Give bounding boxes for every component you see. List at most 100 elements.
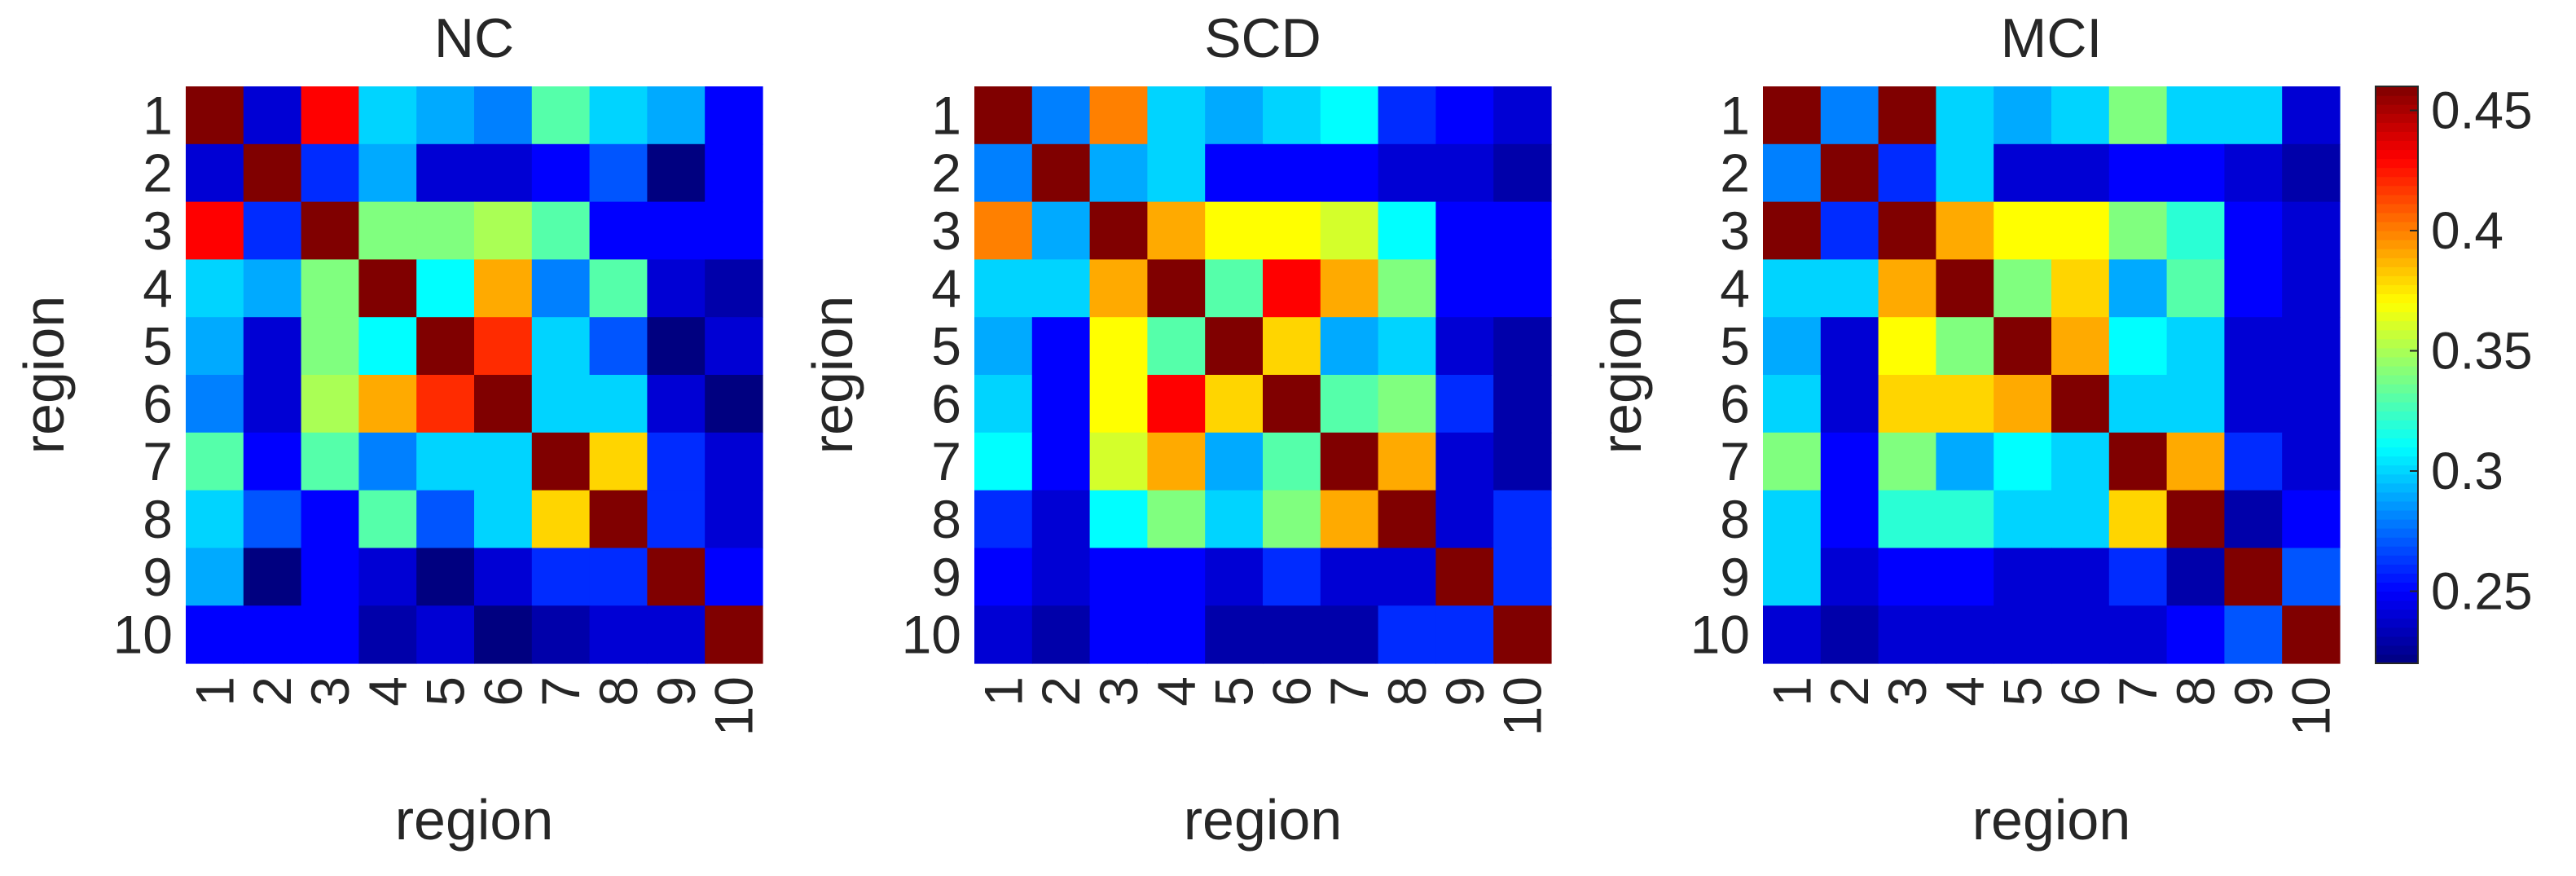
colorbar-segment: [2376, 500, 2418, 511]
colorbar-tick-label: 0.4: [2431, 201, 2503, 260]
x-tick-label: 5: [415, 676, 476, 707]
heatmap-cell: [2108, 490, 2168, 548]
heatmap-cell: [358, 490, 417, 548]
colorbar-segment: [2376, 158, 2418, 169]
heatmap-cell: [705, 432, 763, 491]
heatmap-cell: [474, 432, 533, 491]
colorbar-segment: [2376, 573, 2418, 583]
heatmap-cell: [1994, 201, 2052, 260]
heatmap-cell: [2108, 605, 2168, 664]
heatmap-cell: [589, 605, 648, 664]
colorbar-segment: [2376, 131, 2418, 141]
y-tick-label: 7: [1720, 431, 1750, 491]
heatmap-cell: [2166, 86, 2225, 145]
colorbar-segment: [2376, 275, 2418, 285]
heatmap-cell: [1763, 86, 1822, 145]
colorbar-segment: [2376, 375, 2418, 385]
x-tick-label: 3: [1088, 676, 1149, 707]
y-tick-label: 1: [143, 85, 173, 145]
heatmap-cell: [1205, 490, 1264, 548]
panel-title: SCD: [1204, 7, 1321, 69]
heatmap-cell: [243, 490, 302, 548]
x-axis-label: region: [1184, 788, 1343, 852]
colorbar-segment: [2376, 491, 2418, 502]
heatmap-cell: [1205, 259, 1264, 318]
heatmap-cell: [647, 605, 706, 664]
colorbar-segment: [2376, 86, 2418, 96]
heatmap-cell: [474, 548, 533, 606]
heatmap-cell: [243, 201, 302, 260]
heatmap-cell: [2166, 490, 2225, 548]
heatmap-cell: [647, 143, 706, 203]
y-tick-label: 4: [931, 258, 961, 319]
heatmap-cell: [2282, 432, 2341, 491]
y-tick-label: 5: [143, 316, 173, 376]
heatmap-cell: [1936, 201, 1994, 260]
heatmap-cell: [1493, 432, 1552, 491]
heatmap-cell: [358, 375, 417, 434]
heatmap-cell: [243, 375, 302, 434]
heatmap-cell: [416, 375, 475, 434]
heatmap-cell: [1378, 432, 1436, 491]
heatmap-cell: [647, 259, 706, 318]
x-axis-label: region: [1972, 788, 2131, 852]
heatmap-cell: [1320, 86, 1379, 145]
heatmap-cell: [2051, 201, 2110, 260]
colorbar-tick-label: 0.3: [2431, 442, 2503, 500]
heatmap-cell: [1994, 143, 2052, 203]
heatmap-cell: [1763, 605, 1822, 664]
heatmap-cell: [705, 490, 763, 548]
heatmap-cell: [243, 548, 302, 606]
heatmap-cell: [2166, 548, 2225, 606]
heatmap-cell: [2224, 201, 2283, 260]
heatmap-cell: [647, 317, 706, 376]
y-tick-label: 2: [143, 143, 173, 203]
heatmap-cell: [1263, 432, 1321, 491]
y-tick-label: 9: [931, 547, 961, 607]
heatmap-cell: [2166, 432, 2225, 491]
heatmap-cell: [531, 605, 591, 664]
heatmap-cell: [1493, 86, 1552, 145]
heatmap-cell: [589, 490, 648, 548]
heatmap-cell: [1147, 86, 1206, 145]
colorbar-tick-label: 0.45: [2431, 81, 2533, 140]
heatmap-cell: [1820, 605, 1879, 664]
colorbar-segment: [2376, 356, 2418, 367]
heatmap-cell: [1320, 375, 1379, 434]
x-tick-label: 1: [973, 676, 1033, 707]
y-tick-label: 3: [931, 200, 961, 261]
colorbar-segment: [2376, 519, 2418, 529]
heatmap-cell: [2224, 86, 2283, 145]
x-tick-label: 10: [704, 676, 764, 736]
heatmap-cell: [1031, 490, 1091, 548]
heatmap-cell: [1089, 201, 1148, 260]
heatmap-cell: [1435, 201, 1494, 260]
colorbar-segment: [2376, 627, 2418, 637]
colorbar-segment: [2376, 338, 2418, 349]
heatmap-cell: [1089, 432, 1148, 491]
x-tick-label: 10: [1492, 676, 1553, 736]
heatmap-cell: [1378, 259, 1436, 318]
heatmap-cell: [1031, 375, 1091, 434]
heatmap-cell: [1147, 548, 1206, 606]
heatmap-cell: [186, 375, 244, 434]
heatmap-cell: [1820, 375, 1879, 434]
heatmap-cell: [1820, 143, 1879, 203]
heatmap-cell: [2108, 375, 2168, 434]
x-tick-label: 7: [530, 676, 591, 707]
x-tick-label: 9: [646, 676, 706, 707]
heatmap-cell: [1820, 432, 1879, 491]
y-axis-label: region: [1589, 296, 1653, 455]
heatmap-cell: [1089, 143, 1148, 203]
colorbar-segment: [2376, 438, 2418, 448]
heatmap-cell: [1994, 259, 2052, 318]
heatmap-cell: [1263, 605, 1321, 664]
y-tick-label: 3: [1720, 200, 1750, 261]
heatmap-cell: [186, 432, 244, 491]
heatmap-cell: [1089, 490, 1148, 548]
heatmap-cell: [2108, 86, 2168, 145]
heatmap-cell: [2108, 143, 2168, 203]
colorbar: 0.25 0.3 0.35 0.4 0.45: [2375, 81, 2533, 664]
x-tick-label: 6: [473, 676, 533, 707]
